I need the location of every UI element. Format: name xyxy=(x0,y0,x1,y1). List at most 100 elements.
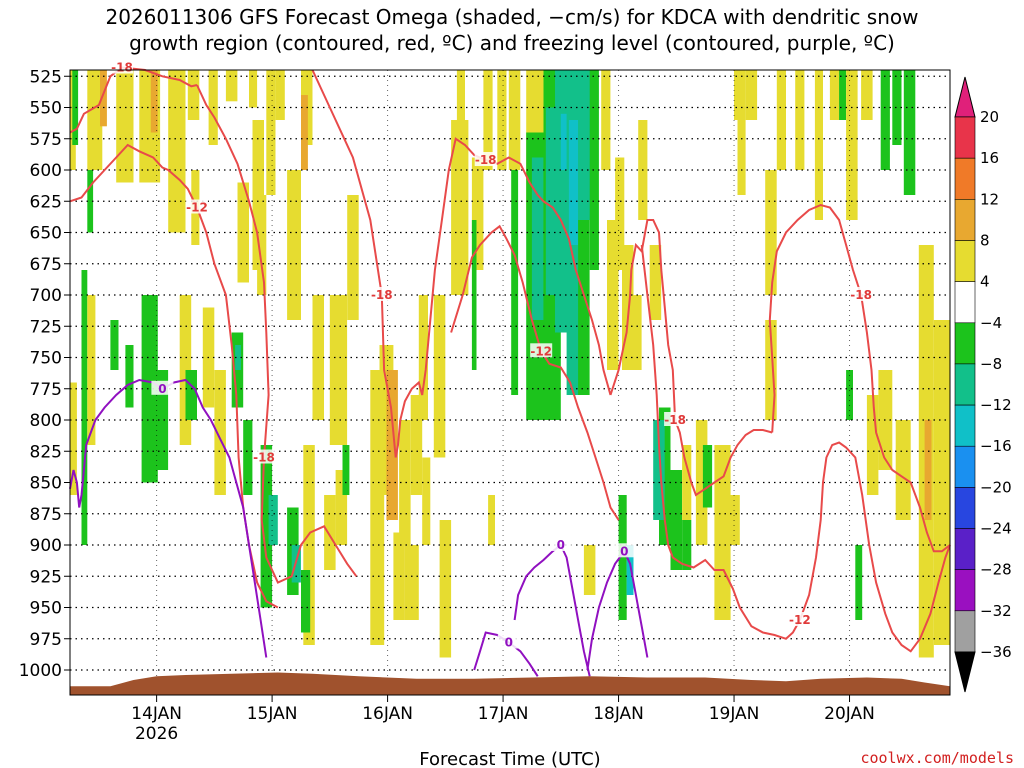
omega-cell xyxy=(471,157,484,270)
colorbar-swatch xyxy=(954,363,976,406)
dendritic-contour-label-bg xyxy=(186,199,208,214)
omega-cell xyxy=(483,70,493,170)
omega-cell xyxy=(456,70,465,120)
omega-cell xyxy=(866,395,879,495)
omega-cell xyxy=(737,120,746,195)
omega-cell xyxy=(531,157,544,320)
omega-cell xyxy=(399,420,411,545)
omega-cell xyxy=(649,245,662,320)
omega-cell xyxy=(545,107,558,295)
omega-cell xyxy=(511,170,519,395)
dendritic-contour-label-bg xyxy=(474,152,497,166)
omega-cell xyxy=(404,545,419,620)
omega-cell xyxy=(335,470,348,545)
omega-cell xyxy=(393,532,405,620)
y-tick-label: 700 xyxy=(30,286,62,306)
omega-cell xyxy=(81,270,88,545)
omega-cell xyxy=(795,70,805,170)
colorbar-swatch xyxy=(954,610,976,653)
freezing-contour-label-bg xyxy=(151,380,174,395)
freezing-contour-label-bg xyxy=(613,543,636,558)
colorbar-swatch xyxy=(954,281,976,324)
dendritic-contour xyxy=(609,219,773,497)
colorbar-swatch xyxy=(954,528,976,571)
y-tick-label: 725 xyxy=(30,317,62,337)
colorbar-label: −20 xyxy=(980,478,1012,496)
colorbar-label: −36 xyxy=(980,643,1012,661)
omega-cell xyxy=(508,70,521,170)
omega-cell xyxy=(903,70,916,195)
colorbar-label: 20 xyxy=(980,108,999,126)
y-tick-label: 1000 xyxy=(19,661,62,681)
y-axis: 525 550 575 600 625 650 675 700 725 750 775 800 825 8… xyxy=(19,67,70,681)
freezing-contour-label: 0 xyxy=(505,636,513,650)
y-tick-label: 525 xyxy=(30,67,62,87)
omega-cell xyxy=(87,295,96,445)
terrain-fill xyxy=(70,672,950,695)
dendritic-contour-label-bg xyxy=(370,287,393,301)
colorbar-label: −12 xyxy=(980,396,1012,414)
dendritic-contour xyxy=(311,69,397,458)
omega-cell xyxy=(422,457,431,545)
y-tick-label: 750 xyxy=(30,349,62,369)
colorbar-label: −28 xyxy=(980,561,1012,579)
freezing-level-contours: 0 0 0 0 xyxy=(69,378,649,677)
omega-cell xyxy=(187,70,200,120)
omega-cell xyxy=(618,495,627,620)
freezing-contour-label: 0 xyxy=(620,544,628,558)
dendritic-contour-label-bg xyxy=(253,449,275,464)
omega-shading xyxy=(70,70,950,658)
omega-cell xyxy=(601,70,611,170)
omega-cell xyxy=(342,445,350,495)
omega-cell xyxy=(301,570,311,633)
colorbar-swatch xyxy=(954,445,976,488)
y-tick-label: 825 xyxy=(30,442,62,462)
y-tick-label: 550 xyxy=(30,99,62,119)
omega-cell xyxy=(568,120,579,245)
dendritic-contour-label: -18 xyxy=(475,153,497,167)
y-tick-label: 875 xyxy=(30,505,62,525)
y-tick-label: 950 xyxy=(30,599,62,619)
y-tick-label: 650 xyxy=(30,224,62,244)
omega-cell xyxy=(125,345,134,408)
x-tick-label: 19JAN xyxy=(709,704,760,724)
omega-cell xyxy=(225,70,238,102)
omega-cell xyxy=(855,545,863,620)
omega-cell xyxy=(589,70,599,270)
omega-cell xyxy=(329,295,348,445)
dendritic-contour-label: -18 xyxy=(371,288,393,302)
x-tick-label: 20JAN xyxy=(824,704,875,724)
colorbar: 20 16 12 8 4 −4 −8 −12 −16 −20 −24 −28 −32 −36 xyxy=(954,76,1012,693)
dendritic-contour-label: -18 xyxy=(253,451,275,465)
y-tick-label: 575 xyxy=(30,130,62,150)
omega-cell xyxy=(607,220,619,370)
colorbar-label: −24 xyxy=(980,520,1012,538)
omega-cell xyxy=(765,320,777,420)
colorbar-label: 12 xyxy=(980,190,999,208)
colorbar-label: 8 xyxy=(980,232,990,250)
chart-title-line1: 2026011306 GFS Forecast Omega (shaded, −… xyxy=(105,5,918,29)
omega-cell xyxy=(439,520,452,658)
colorbar-swatch xyxy=(954,240,976,283)
omega-cell xyxy=(560,113,569,171)
omega-cell xyxy=(150,70,158,133)
x-tick-label: 15JAN xyxy=(247,704,298,724)
omega-cell xyxy=(695,420,708,545)
y-tick-label: 625 xyxy=(30,192,62,212)
freezing-contour-label: 0 xyxy=(158,382,166,396)
omega-cell xyxy=(185,370,197,420)
omega-cell xyxy=(776,70,786,170)
colorbar-top-arrow xyxy=(954,76,976,118)
x-tick-label: 16JAN xyxy=(362,704,413,724)
omega-cell xyxy=(87,170,94,233)
colorbar-swatch xyxy=(954,569,976,612)
omega-cell xyxy=(846,70,858,220)
freezing-contour-label: 0 xyxy=(557,538,565,552)
omega-cell xyxy=(630,295,642,370)
y-tick-label: 800 xyxy=(30,411,62,431)
omega-cell xyxy=(714,445,731,620)
omega-cell xyxy=(734,70,746,120)
omega-cell xyxy=(386,370,398,520)
omega-cell xyxy=(659,407,671,545)
